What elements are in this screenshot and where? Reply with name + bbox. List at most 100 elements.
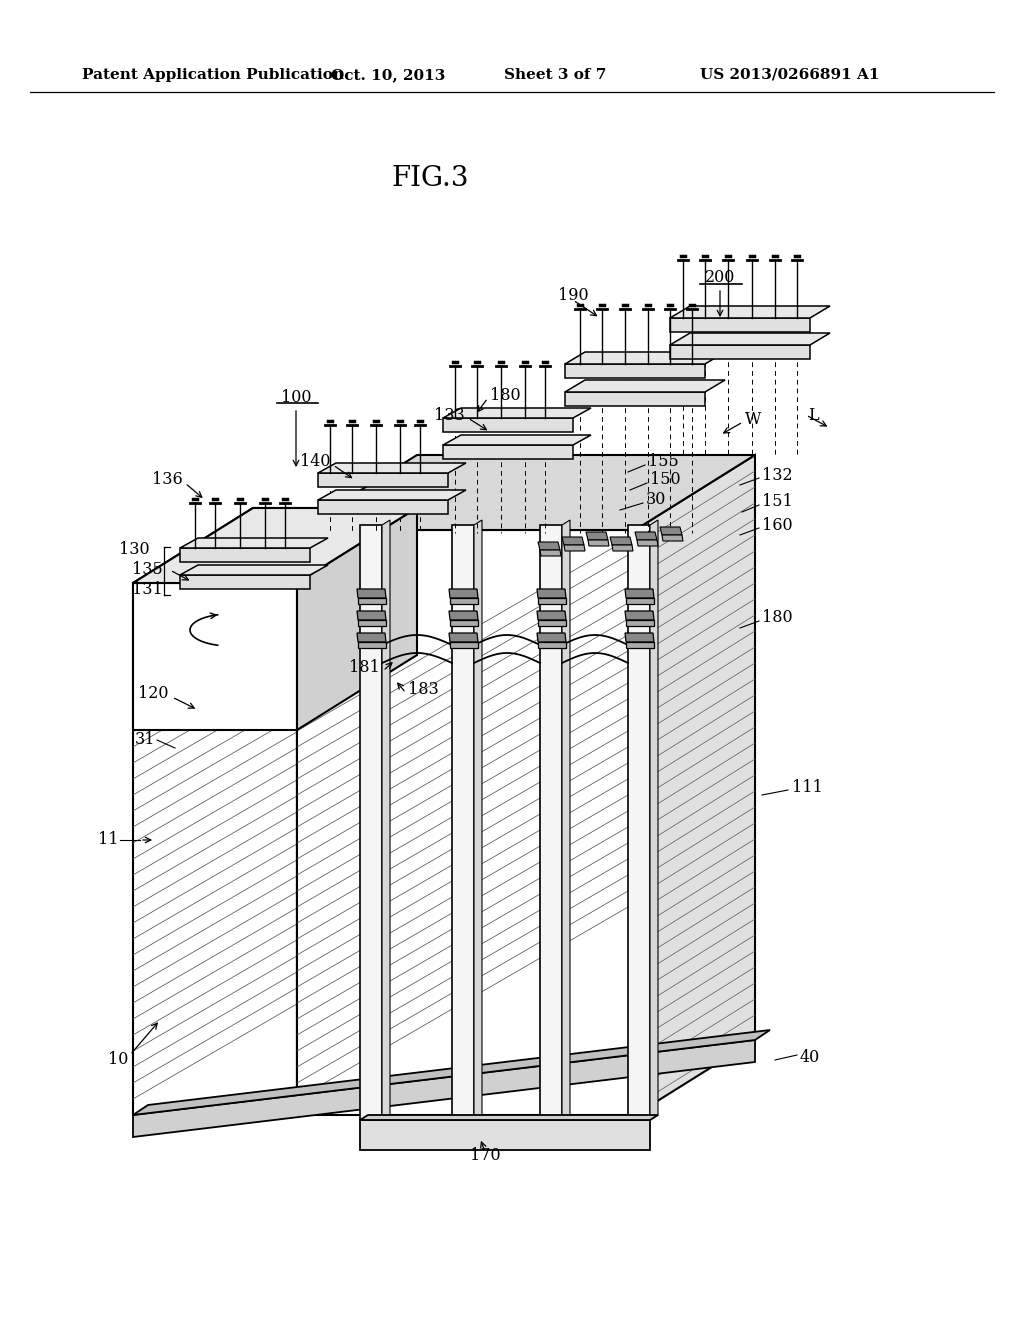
Polygon shape xyxy=(540,525,562,1119)
Polygon shape xyxy=(562,537,584,545)
Polygon shape xyxy=(565,364,705,378)
Polygon shape xyxy=(180,576,310,589)
Polygon shape xyxy=(625,634,654,642)
Polygon shape xyxy=(449,589,478,598)
Polygon shape xyxy=(586,532,608,540)
Polygon shape xyxy=(358,642,386,648)
Text: 181: 181 xyxy=(349,660,380,676)
Polygon shape xyxy=(133,508,417,583)
Polygon shape xyxy=(357,589,386,598)
Text: 40: 40 xyxy=(800,1049,820,1067)
Text: W: W xyxy=(745,412,762,429)
Polygon shape xyxy=(133,583,297,730)
Polygon shape xyxy=(180,539,328,548)
Text: 11: 11 xyxy=(97,832,118,849)
Text: 160: 160 xyxy=(762,516,793,533)
Text: 140: 140 xyxy=(299,454,330,470)
Polygon shape xyxy=(537,589,566,598)
Polygon shape xyxy=(297,508,417,730)
Polygon shape xyxy=(537,611,566,620)
Polygon shape xyxy=(443,418,573,432)
Text: 31: 31 xyxy=(134,731,155,748)
Polygon shape xyxy=(357,611,386,620)
Polygon shape xyxy=(670,345,810,359)
Polygon shape xyxy=(610,537,632,545)
Polygon shape xyxy=(626,642,654,648)
Text: 200: 200 xyxy=(705,269,735,286)
Polygon shape xyxy=(635,455,755,1115)
Polygon shape xyxy=(564,545,585,550)
Polygon shape xyxy=(443,445,573,459)
Polygon shape xyxy=(318,490,466,500)
Polygon shape xyxy=(133,1030,770,1115)
Polygon shape xyxy=(538,543,560,550)
Text: 131: 131 xyxy=(132,582,163,598)
Polygon shape xyxy=(358,598,386,605)
Polygon shape xyxy=(360,1119,650,1150)
Text: 180: 180 xyxy=(762,610,793,627)
Text: 132: 132 xyxy=(762,466,793,483)
Polygon shape xyxy=(450,598,478,605)
Text: 120: 120 xyxy=(137,685,168,701)
Polygon shape xyxy=(538,642,566,648)
Polygon shape xyxy=(357,634,386,642)
Polygon shape xyxy=(318,463,466,473)
Polygon shape xyxy=(565,392,705,407)
Text: Patent Application Publication: Patent Application Publication xyxy=(82,69,344,82)
Text: 135: 135 xyxy=(132,561,163,578)
Polygon shape xyxy=(626,620,654,626)
Polygon shape xyxy=(180,548,310,562)
Polygon shape xyxy=(670,333,830,345)
Polygon shape xyxy=(628,525,650,1119)
Polygon shape xyxy=(180,565,328,576)
Polygon shape xyxy=(318,500,449,513)
Polygon shape xyxy=(662,535,683,541)
Polygon shape xyxy=(612,545,633,550)
Text: FIG.3: FIG.3 xyxy=(391,165,469,191)
Text: Sheet 3 of 7: Sheet 3 of 7 xyxy=(504,69,606,82)
Polygon shape xyxy=(450,642,478,648)
Polygon shape xyxy=(538,620,566,626)
Polygon shape xyxy=(660,527,682,535)
Polygon shape xyxy=(443,436,591,445)
Polygon shape xyxy=(443,408,591,418)
Polygon shape xyxy=(635,532,657,540)
Text: 133: 133 xyxy=(434,407,465,424)
Polygon shape xyxy=(625,611,654,620)
Text: 10: 10 xyxy=(108,1052,128,1068)
Polygon shape xyxy=(565,380,725,392)
Polygon shape xyxy=(637,540,658,546)
Text: 183: 183 xyxy=(408,681,438,698)
Text: L: L xyxy=(808,407,818,424)
Text: Oct. 10, 2013: Oct. 10, 2013 xyxy=(331,69,445,82)
Text: 136: 136 xyxy=(153,471,183,488)
Polygon shape xyxy=(626,598,654,605)
Polygon shape xyxy=(318,473,449,487)
Text: 151: 151 xyxy=(762,494,793,511)
Polygon shape xyxy=(382,520,390,1119)
Polygon shape xyxy=(360,1115,658,1119)
Polygon shape xyxy=(588,540,609,546)
Polygon shape xyxy=(360,525,382,1119)
Text: 180: 180 xyxy=(490,387,520,404)
Polygon shape xyxy=(297,508,417,1115)
Polygon shape xyxy=(650,520,658,1119)
Text: US 2013/0266891 A1: US 2013/0266891 A1 xyxy=(700,69,880,82)
Polygon shape xyxy=(670,306,830,318)
Text: 190: 190 xyxy=(558,286,589,304)
Polygon shape xyxy=(538,598,566,605)
Text: 150: 150 xyxy=(650,471,681,488)
Polygon shape xyxy=(297,531,635,1115)
Text: 155: 155 xyxy=(648,454,679,470)
Polygon shape xyxy=(562,520,570,1119)
Text: 130: 130 xyxy=(120,541,150,558)
Polygon shape xyxy=(452,525,474,1119)
Polygon shape xyxy=(450,620,478,626)
Polygon shape xyxy=(625,589,654,598)
Polygon shape xyxy=(449,634,478,642)
Polygon shape xyxy=(565,352,725,364)
Polygon shape xyxy=(670,318,810,333)
Polygon shape xyxy=(540,550,561,556)
Polygon shape xyxy=(358,620,386,626)
Polygon shape xyxy=(133,1040,755,1137)
